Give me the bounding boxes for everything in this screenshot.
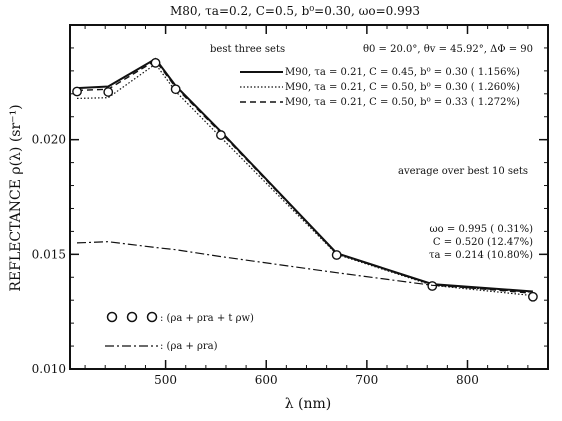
plot-frame — [69, 24, 549, 370]
y-tick-label: 0.010 — [32, 362, 66, 376]
average-stat: ωo = 0.995 ( 0.31%) — [430, 224, 534, 235]
legend-best-three: M90, τa = 0.21, C = 0.45, b⁰ = 0.30 ( 1.… — [240, 67, 520, 108]
y-axis-title: REFLECTANCE ρ(λ) (sr⁻¹) — [8, 104, 24, 291]
geometry-note: θ0 = 20.0°, θv = 45.92°, ΔΦ = 90 — [363, 44, 533, 55]
data-point-circle — [216, 130, 226, 140]
x-axis-title: λ (nm) — [285, 396, 332, 412]
x-tick-label: 500 — [154, 373, 177, 387]
series-line-dashed — [76, 59, 533, 294]
average-stat: τa = 0.214 (10.80%) — [429, 250, 533, 261]
legend-circle-marker — [126, 311, 138, 323]
data-point-circle — [170, 84, 181, 95]
x-tick-label: 800 — [456, 373, 479, 387]
y-tick-label: 0.020 — [32, 133, 66, 147]
data-point-circle — [331, 250, 342, 260]
x-tick-label: 700 — [355, 373, 378, 387]
y-axis: 0.010 0.015 0.020 — [32, 47, 548, 376]
legend-label: : (ρa + ρra) — [160, 341, 218, 352]
y-tick-label: 0.015 — [32, 247, 66, 261]
legend-components: : (ρa + ρra + t ρw) : (ρa + ρra) — [105, 311, 254, 352]
average-stats: ωo = 0.995 ( 0.31%) C = 0.520 (12.47%) τa … — [429, 224, 533, 261]
x-tick-label: 600 — [255, 373, 278, 387]
average-stat: C = 0.520 (12.47%) — [433, 237, 533, 248]
data-point-circle — [72, 86, 82, 97]
legend-label: M90, τa = 0.21, C = 0.50, b⁰ = 0.33 ( 1.… — [285, 97, 520, 108]
legend-label: M90, τa = 0.21, C = 0.50, b⁰ = 0.30 ( 1.… — [285, 82, 520, 93]
chart-title: M80, τa=0.2, C=0.5, b⁰=0.30, ωo=0.993 — [170, 4, 420, 18]
data-point-circle — [528, 291, 538, 302]
legend-circle-marker — [106, 311, 118, 323]
data-point-circle — [103, 87, 114, 97]
legend-label: M90, τa = 0.21, C = 0.45, b⁰ = 0.30 ( 1.… — [285, 67, 520, 78]
average-title: average over best 10 sets — [398, 166, 528, 177]
legend-label: : (ρa + ρra + t ρw) — [160, 313, 254, 324]
x-axis: 500 600 700 800 — [84, 25, 529, 387]
legend-title: best three sets — [210, 44, 285, 55]
legend-circle-marker — [146, 311, 158, 323]
series-line-dashdot — [76, 241, 533, 293]
data-point-circle — [150, 57, 161, 68]
series-layer — [72, 57, 538, 302]
